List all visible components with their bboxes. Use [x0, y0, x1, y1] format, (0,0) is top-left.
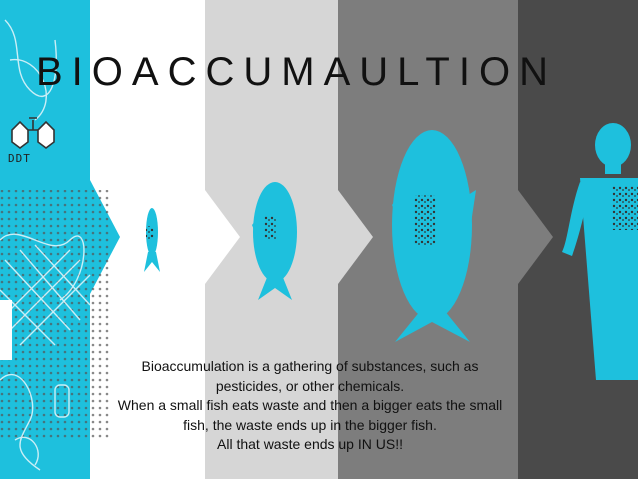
chevron-white: [205, 190, 240, 284]
human-silhouette-icon: [562, 123, 638, 380]
description-line-4: fish, the waste ends up in the bigger fi…: [183, 416, 437, 433]
waste-drawing: [0, 19, 91, 471]
large-fish-icon: [392, 130, 476, 342]
description-text: Bioaccumulation is a gathering of substa…: [100, 357, 520, 455]
medium-fish-icon: [252, 182, 297, 300]
description-line-1: Bioaccumulation is a gathering of substa…: [141, 358, 479, 374]
chevron-light: [338, 190, 373, 284]
side-molecule-box: [0, 300, 12, 360]
ddt-label: DDT: [8, 152, 31, 165]
description-line-2: pesticides, or other chemicals.: [215, 377, 405, 394]
ddt-molecule-icon: [11, 117, 55, 149]
small-fish-icon: [144, 208, 160, 272]
description-line-3: When a small fish eats waste and then a …: [117, 397, 503, 413]
page-title: BIOACCUMAULTION: [36, 50, 557, 94]
description-line-5: All that waste ends up IN US!!: [217, 436, 403, 452]
chevron-mid: [518, 190, 553, 284]
